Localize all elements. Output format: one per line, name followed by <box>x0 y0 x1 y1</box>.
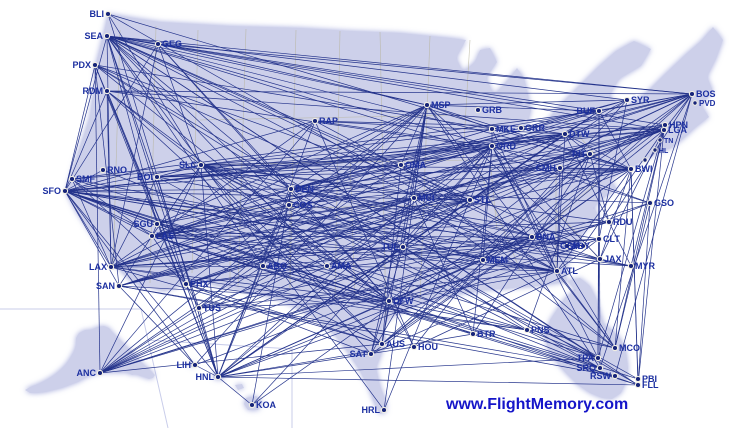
svg-text:AUS: AUS <box>386 339 405 349</box>
svg-text:RDU: RDU <box>613 217 633 227</box>
svg-text:SFO: SFO <box>42 186 61 196</box>
svg-text:KOA: KOA <box>256 400 277 410</box>
svg-text:MSP: MSP <box>431 100 451 110</box>
svg-text:RNO: RNO <box>107 165 127 175</box>
svg-text:SAN: SAN <box>96 281 115 291</box>
svg-text:FLL: FLL <box>642 380 659 390</box>
svg-text:LGA: LGA <box>668 125 687 135</box>
svg-text:BOS: BOS <box>696 89 716 99</box>
svg-text:www.FlightMemory.com: www.FlightMemory.com <box>445 396 628 413</box>
svg-text:TUS: TUS <box>203 303 221 313</box>
svg-text:CLT: CLT <box>603 234 620 244</box>
svg-text:ABQ: ABQ <box>267 261 287 271</box>
svg-text:RSW: RSW <box>590 371 612 381</box>
svg-text:SGU: SGU <box>133 219 153 229</box>
svg-text:RAP: RAP <box>319 116 338 126</box>
svg-text:MCI: MCI <box>418 193 435 203</box>
svg-text:PNS: PNS <box>531 325 550 335</box>
svg-text:SLC: SLC <box>179 160 198 170</box>
svg-text:DFW: DFW <box>393 296 414 306</box>
svg-text:OMA: OMA <box>405 160 426 170</box>
svg-text:BLI: BLI <box>90 9 105 19</box>
svg-text:MEM: MEM <box>487 255 508 265</box>
svg-text:BUF: BUF <box>577 106 596 116</box>
svg-text:CMH: CMH <box>536 163 557 173</box>
svg-text:SEA: SEA <box>84 31 103 41</box>
svg-text:SMF: SMF <box>76 174 96 184</box>
svg-text:ORD: ORD <box>496 141 517 151</box>
svg-text:MYR: MYR <box>635 261 656 271</box>
svg-text:TUL: TUL <box>382 242 400 252</box>
svg-text:BWI: BWI <box>635 164 653 174</box>
svg-text:HNL: HNL <box>196 372 215 382</box>
svg-text:MKE: MKE <box>496 124 516 134</box>
svg-text:SAT: SAT <box>350 349 368 359</box>
svg-text:GRB: GRB <box>482 105 503 115</box>
svg-text:PDX: PDX <box>72 60 91 70</box>
svg-text:STL: STL <box>474 195 492 205</box>
svg-text:PVD: PVD <box>699 99 716 108</box>
svg-text:DEN: DEN <box>295 184 314 194</box>
svg-text:SYR: SYR <box>631 95 650 105</box>
svg-text:LAS: LAS <box>156 231 174 241</box>
svg-text:BNA: BNA <box>536 232 556 242</box>
svg-text:JAX: JAX <box>604 254 622 264</box>
svg-text:GRR: GRR <box>525 123 546 133</box>
svg-text:GSP: GSP <box>560 241 579 251</box>
svg-text:DTW: DTW <box>569 129 590 139</box>
svg-text:ANC: ANC <box>77 368 97 378</box>
svg-text:RDM: RDM <box>83 86 104 96</box>
svg-text:HOU: HOU <box>418 342 438 352</box>
svg-text:GEG: GEG <box>162 39 182 49</box>
svg-text:LAX: LAX <box>89 262 107 272</box>
svg-text:PIT: PIT <box>572 149 587 159</box>
svg-text:HL: HL <box>659 148 669 155</box>
svg-text:COS: COS <box>293 200 313 210</box>
svg-text:PHX: PHX <box>190 279 209 289</box>
svg-text:TN: TN <box>664 138 673 145</box>
svg-text:GSO: GSO <box>654 198 674 208</box>
svg-text:AMA: AMA <box>331 261 352 271</box>
svg-text:BTR: BTR <box>477 329 496 339</box>
svg-text:ATL: ATL <box>561 266 578 276</box>
svg-text:BOI: BOI <box>137 172 153 182</box>
svg-text:TPA: TPA <box>577 353 595 363</box>
svg-text:HRL: HRL <box>362 405 381 415</box>
svg-text:MCO: MCO <box>619 343 640 353</box>
svg-text:LIH: LIH <box>177 360 192 370</box>
